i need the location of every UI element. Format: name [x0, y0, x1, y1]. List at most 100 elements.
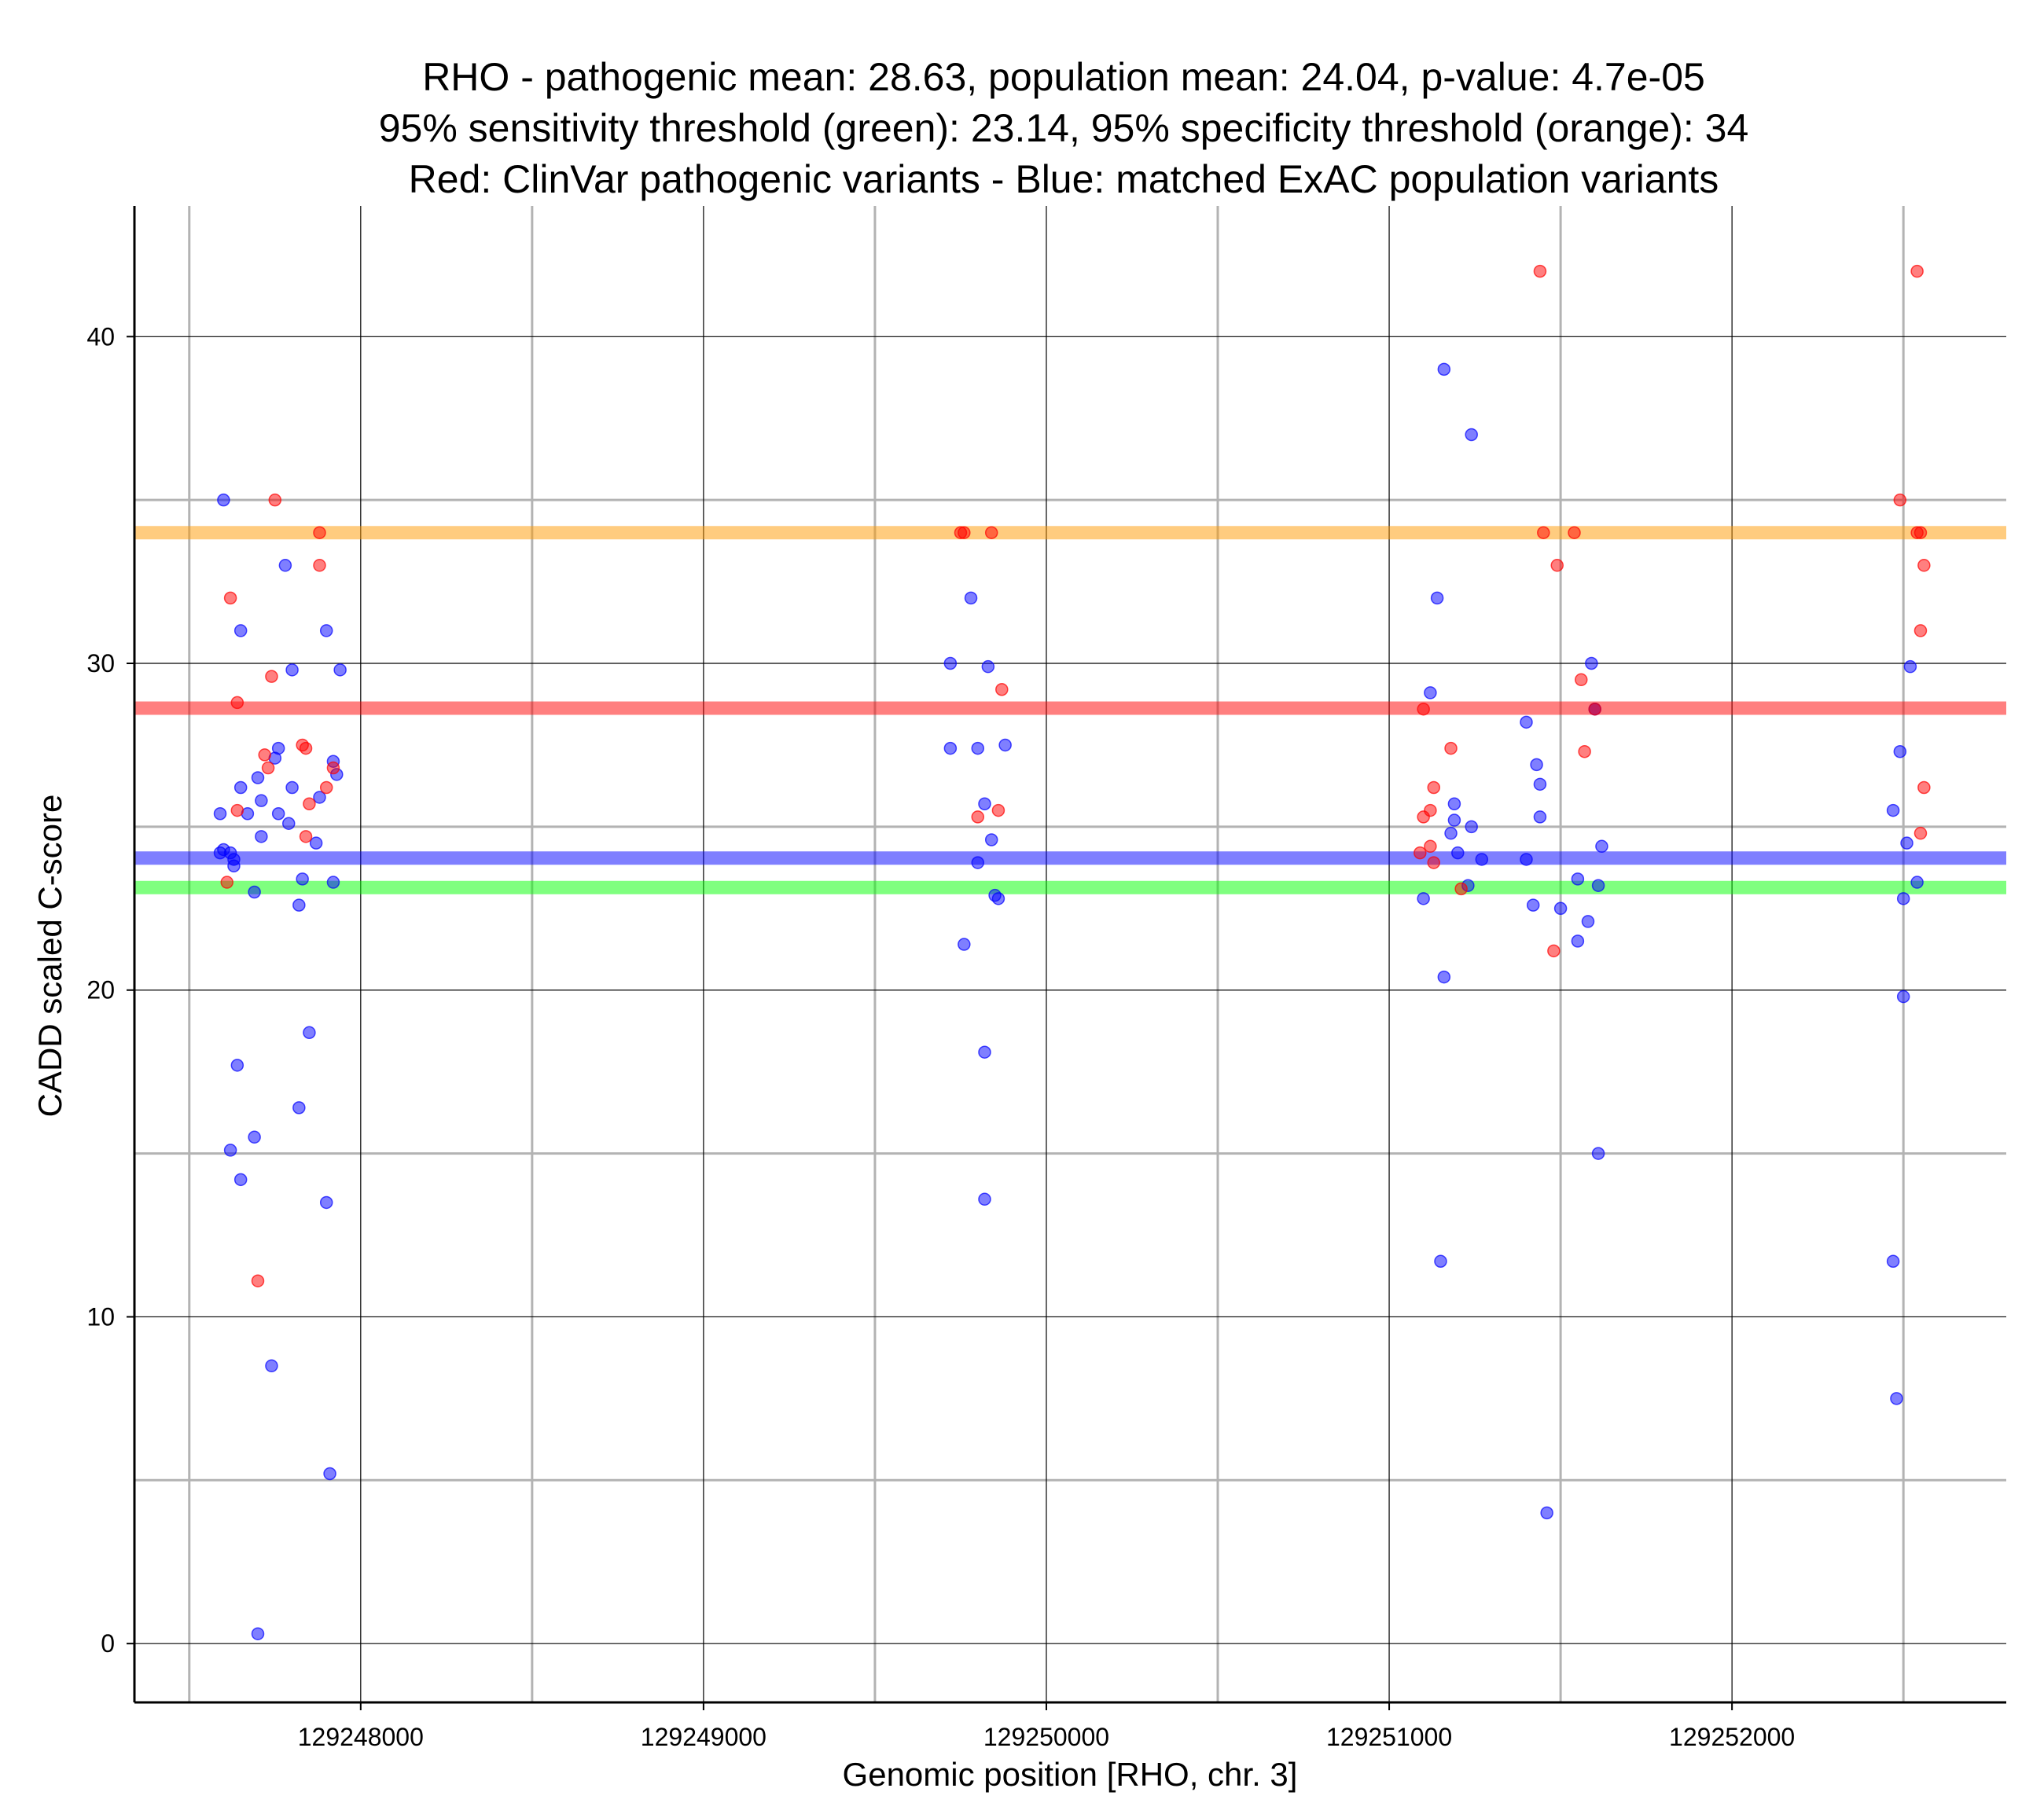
- population-variant-point: [1903, 659, 1917, 674]
- pathogenic-variant-point: [299, 830, 313, 843]
- pathogenic-variant-point: [230, 803, 244, 817]
- population-variant-point: [251, 1627, 265, 1640]
- population-variant-point: [255, 794, 268, 807]
- population-variant-point: [1571, 872, 1585, 886]
- y-axis-ticks: 0 10 20 30 40: [86, 322, 134, 1658]
- population-variant-point: [285, 780, 299, 795]
- pathogenic-variant-point: [319, 780, 333, 795]
- population-variant-point: [971, 741, 985, 755]
- population-variant-point: [1581, 915, 1595, 928]
- population-variant-point: [303, 1026, 316, 1040]
- population-variant-point: [333, 663, 347, 677]
- pathogenic-variant-point: [1917, 559, 1931, 572]
- population-variant-point: [217, 493, 230, 507]
- pathogenic-variant-point: [1427, 856, 1440, 869]
- pathogenic-variant-point: [265, 670, 278, 683]
- population-variant-point: [984, 833, 998, 846]
- y-tick-label: 0: [101, 1629, 115, 1658]
- pathogenic-variant-point: [1547, 944, 1561, 958]
- population-variant-point: [309, 836, 323, 850]
- population-variant-point: [1591, 879, 1605, 892]
- pathogenic-variant-point: [991, 803, 1005, 817]
- y-tick-label: 30: [86, 649, 115, 677]
- pathogenic-variant-point: [1454, 882, 1468, 896]
- population-variant-point: [265, 1359, 278, 1373]
- population-variant-point: [971, 856, 985, 869]
- population-variant-point: [1424, 686, 1437, 700]
- population-variant-point: [981, 659, 995, 674]
- population-variant-point: [1526, 898, 1540, 912]
- population-variant-point: [1465, 428, 1478, 442]
- pathogenic-variant-point: [1913, 624, 1928, 637]
- y-tick-label: 20: [86, 976, 115, 1004]
- pathogenic-variant-point: [251, 1274, 265, 1287]
- pathogenic-variant-point: [261, 761, 275, 775]
- population-variant-point: [1886, 803, 1900, 817]
- population-variant-point: [978, 1192, 991, 1206]
- pathogenic-variant-point: [1414, 846, 1427, 860]
- population-variant-point: [1520, 715, 1533, 729]
- population-variant-point: [964, 591, 978, 605]
- pathogenic-variant-point: [326, 761, 340, 775]
- x-tick-label: 129248000: [298, 1723, 424, 1751]
- population-variant-point: [233, 624, 248, 637]
- pathogenic-variant-point: [230, 696, 244, 710]
- population-variant-point: [991, 892, 1005, 905]
- population-variant-point: [233, 780, 248, 795]
- pathogenic-variant-point: [1913, 526, 1928, 539]
- pathogenic-variant-point: [268, 493, 282, 507]
- x-tick-label: 129252000: [1669, 1723, 1795, 1751]
- population-variant-point: [958, 938, 971, 951]
- pathogenic-variant-point: [984, 526, 998, 539]
- title-line-1: RHO - pathogenic mean: 28.63, population…: [422, 55, 1705, 99]
- population-variant-point: [1434, 1254, 1447, 1269]
- pathogenic-variant-point: [1424, 839, 1437, 854]
- population-variant-point: [1890, 1392, 1903, 1405]
- population-variant-point: [943, 656, 958, 670]
- population-variant-point: [213, 806, 227, 821]
- data-points: [213, 264, 1931, 1640]
- population-variant-point: [326, 876, 340, 889]
- population-variant-point: [248, 1130, 261, 1144]
- y-axis-label: CADD scaled C-score: [31, 795, 68, 1118]
- pathogenic-variant-point: [1417, 702, 1430, 716]
- axes: [133, 206, 2006, 1704]
- population-variant-point: [271, 806, 285, 821]
- pathogenic-variant-point: [313, 559, 326, 572]
- population-variant-point: [323, 1467, 336, 1481]
- population-variant-point: [998, 738, 1012, 752]
- pathogenic-variant-point: [1424, 803, 1437, 817]
- population-variant-point: [271, 741, 285, 755]
- population-variant-point: [230, 1059, 244, 1072]
- pathogenic-variant-point: [303, 797, 316, 811]
- population-variant-point: [1520, 853, 1533, 866]
- population-variant-point: [1447, 813, 1461, 827]
- pathogenic-variant-point: [1575, 673, 1588, 687]
- population-variant-point: [1447, 797, 1461, 811]
- population-variant-point: [292, 1101, 306, 1114]
- population-variant-point: [248, 885, 261, 899]
- population-variant-point: [1886, 1254, 1900, 1269]
- population-variant-point: [313, 791, 326, 804]
- population-variant-point: [1893, 745, 1907, 758]
- population-variant-point: [978, 797, 991, 811]
- pathogenic-variant-point: [1578, 745, 1591, 758]
- pathogenic-variant-point: [995, 683, 1009, 696]
- population-variant-point: [1900, 836, 1913, 850]
- x-tick-label: 129249000: [641, 1723, 766, 1751]
- population-variant-point: [227, 853, 241, 866]
- population-variant-point: [1571, 935, 1585, 948]
- pathogenic-variant-point: [313, 526, 326, 539]
- population-variant-point: [943, 741, 958, 755]
- pathogenic-variant-point: [971, 810, 985, 824]
- population-variant-point: [1444, 826, 1458, 840]
- population-variant-point: [1437, 970, 1451, 984]
- x-axis-label: Genomic position [RHO, chr. 3]: [843, 1756, 1298, 1793]
- population-variant-point: [296, 872, 309, 886]
- x-tick-label: 129251000: [1326, 1723, 1452, 1751]
- pathogenic-variant-point: [1917, 780, 1931, 795]
- pathogenic-variant-point: [1913, 826, 1928, 840]
- population-variant-point: [1540, 1506, 1553, 1520]
